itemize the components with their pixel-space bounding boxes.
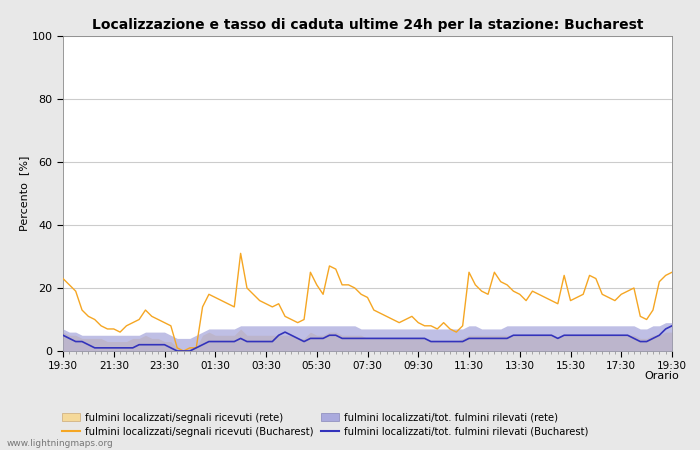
Text: www.lightningmaps.org: www.lightningmaps.org: [7, 439, 113, 448]
Title: Localizzazione e tasso di caduta ultime 24h per la stazione: Bucharest: Localizzazione e tasso di caduta ultime …: [92, 18, 643, 32]
Text: Orario: Orario: [644, 371, 679, 381]
Legend: fulmini localizzati/segnali ricevuti (rete), fulmini localizzati/segnali ricevut: fulmini localizzati/segnali ricevuti (re…: [62, 413, 589, 436]
Y-axis label: Percento  [%]: Percento [%]: [19, 156, 29, 231]
